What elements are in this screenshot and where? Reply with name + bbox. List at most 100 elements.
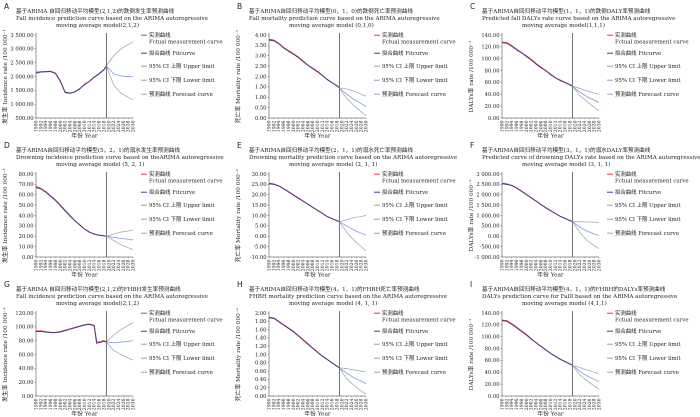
y-tick-label: 30.00 [19,224,34,230]
y-axis-title: 发生率 Incidence rate /100 000⁻¹ [1,29,9,124]
x-tick-label: 2012 [553,398,559,410]
x-tick-label: 2010 [315,120,321,132]
x-tick-label: 2010 [82,398,88,410]
y-tick-label: 100.00 [481,335,499,341]
y-tick-label: 3.00 [255,54,267,60]
x-tick-label: 2014 [558,398,564,410]
y-axis-title: 死亡率 Mortality rate /100 000⁻¹ [234,308,242,402]
chart-panel-d: D 基于ARIMA自回归移动平均模型(5，2，1)的溺水发生率预测曲线 Drowni… [0,139,233,279]
x-tick-label: 2000 [524,120,530,132]
y-axis: 3 000.00 2 500.00 2 000.00 1 500.00 1 000.00… [475,172,503,261]
upper-limit-line [106,229,134,237]
legend-label-lower: 95% CI 下限 Lower limit [382,76,448,84]
measured-line [501,41,573,87]
y-tick-label: 2 500.00 [10,60,33,66]
x-tick-label: 2018 [334,259,340,271]
x-tick-label: 2030 [364,120,370,132]
y-tick-label: 60.00 [485,80,500,86]
x-tick-label: 2022 [344,259,350,271]
legend-label-forecast: 预测曲线 Forecast curve [149,229,213,237]
chart-panel-e: E 基于ARIMA自回归移动平均模型(2，1，1)的溺水死亡率预测曲线 Drowni… [233,139,466,279]
x-tick-label: 1998 [53,259,59,271]
upper-limit-line [339,87,367,97]
y-tick-label: 30.00 [252,172,267,178]
x-tick-label: 1996 [514,120,520,132]
chart-title: 基于ARIMA自回归移动平均模型(4，1，1)的FHBH的DALYs率预测曲线D… [482,285,678,307]
y-tick-label: -1 000.00 [475,255,500,261]
x-tick-label: 2028 [359,120,365,132]
x-tick-label: 2008 [310,259,316,271]
title-line: 基于ARIMA自回归移动平均模型(2，1，1)的溺水死亡率预测曲线 [249,146,413,154]
y-tick-label: 0.20 [255,386,267,392]
panel-label: B [237,2,242,11]
legend-label-upper: 95% CI 上限 Upper limit [382,340,448,348]
x-axis: 1990 1992 1994 1996 1998 2000 2002 2004 2006 2008… [500,395,603,410]
x-tick-label: 2004 [67,398,73,410]
x-tick-label: 2008 [543,398,549,410]
y-axis-title: 发生率 Incidence rate /100 000⁻¹ [1,307,9,402]
fitted-line [268,183,340,223]
title-line: 基于ARIMA 自回归移动平均模型(2,1,2)的跌倒发生率预测曲线 [16,7,174,15]
x-tick-label: 1990 [34,259,40,271]
chart-panel-a: A 基于ARIMA 自回归移动平均模型(2,1,2)的跌倒发生率预测曲线 Fall … [0,0,233,140]
chart-svg: E 基于ARIMA自回归移动平均模型(2，1，1)的溺水死亡率预测曲线Drowni… [234,141,458,279]
y-axis: 2.00 1.80 1.60 1.40 1.20 1.00 0.80 0.60 0.40 0.20… [255,311,270,400]
x-tick-label: 2012 [553,120,559,132]
forecast-line [339,87,367,107]
x-tick-label: 2024 [116,120,122,132]
x-tick-label: 1998 [286,259,292,271]
legend-label-upper: 95% CI 上限 Upper limit [149,62,215,70]
y-tick-label: -10.00 [250,255,267,261]
x-tick-label: 2008 [77,259,83,271]
y-tick-label: 20.00 [485,382,500,388]
x-tick-label: 1996 [281,259,287,271]
y-tick-label: 20.00 [485,104,500,110]
legend-label-fitted: 拟合曲线 Fitcurve [149,188,195,196]
chart-panel-f: F 基于ARIMA自回归移动平均模型(3，1，1)的溺水DALY率预测曲线 Pred… [466,139,700,279]
forecast-line [572,364,600,383]
x-tick-label: 2022 [344,120,350,132]
x-tick-label: 2024 [582,120,588,132]
x-tick-label: 1990 [500,120,506,132]
lower-limit-line [106,341,134,361]
y-tick-label: 0.50 [255,105,267,111]
x-tick-label: 2022 [577,398,583,410]
x-tick-label: 1998 [53,120,59,132]
upper-limit-line [339,367,367,373]
lower-limit-line [339,87,367,117]
x-tick-label: 2028 [126,120,132,132]
title-line: Drowning mortality prediction curve base… [249,155,458,161]
x-tick-label: 1990 [267,259,273,271]
upper-limit-line [339,215,367,223]
legend-label-forecast: 预测曲线 Forecast curve [382,229,446,237]
y-tick-label: 25.00 [252,182,267,188]
title-line: 基于ARIMA自回归移动平均模型(0，1，0)的跌倒死亡率预测曲线 [249,7,413,15]
x-tick-label: 2026 [121,398,127,410]
x-tick-label: 1994 [276,120,282,132]
title-line: moving average model (0,1,0) [289,22,374,29]
y-axis-title: DALYs率 rate /100 000⁻¹ [467,319,475,391]
legend-label-measured: 实测曲线 [382,170,404,178]
y-tick-label: 70.00 [19,182,34,188]
fitted-line [35,187,107,237]
y-tick-label: 1.50 [255,85,267,91]
x-tick-label: 2014 [558,120,564,132]
title-line: 基于ARIMA自回归移动平均模型(3，1，1)的溺水DALY率预测曲线 [482,146,651,154]
x-tick-label: 2010 [315,398,321,410]
y-tick-label: 60.00 [485,358,500,364]
legend-label-measured: 实测曲线 [615,31,637,39]
x-tick-label: 2024 [582,259,588,271]
x-tick-label: 2002 [296,398,302,410]
x-tick-label: 2024 [116,398,122,410]
y-tick-label: 3 500.00 [10,33,33,39]
x-axis-title: 年份 Year [71,271,98,279]
x-tick-label: 2008 [77,120,83,132]
x-tick-label: 2030 [131,398,137,410]
y-tick-label: 50.00 [19,203,34,209]
upper-limit-line [106,322,134,343]
x-tick-label: 2014 [92,120,98,132]
x-tick-label: 2006 [538,259,544,271]
